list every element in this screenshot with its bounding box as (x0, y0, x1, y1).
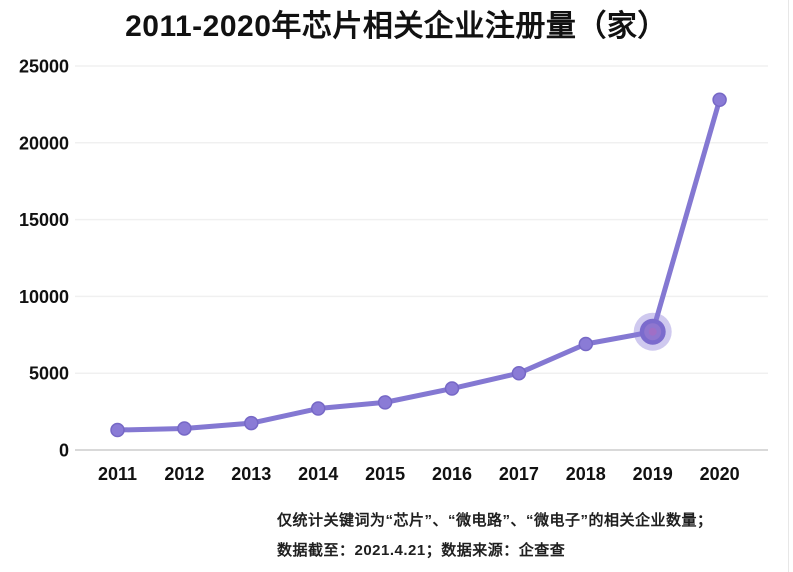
x-tick-label: 2016 (432, 464, 472, 484)
x-tick-label: 2018 (566, 464, 606, 484)
footnote-line-2: 数据截至：2021.4.21；数据来源：企查查 (277, 542, 566, 559)
data-point-2018[interactable] (578, 336, 594, 352)
data-point-2012[interactable] (177, 421, 192, 436)
chart-title: 2011-2020年芯片相关企业注册量（家） (125, 10, 668, 43)
x-tick-label: 2019 (633, 464, 673, 484)
data-point-2020[interactable] (712, 92, 727, 108)
y-tick-label: 20000 (19, 133, 69, 153)
data-point-2015[interactable] (377, 395, 393, 410)
data-point-2011[interactable] (110, 422, 125, 438)
x-tick-label: 2014 (298, 464, 338, 484)
x-tick-label: 2013 (231, 464, 271, 484)
highlight-center (648, 327, 657, 336)
footnote-line-1: 仅统计关键词为“芯片”、“微电路”、“微电子”的相关企业数量； (277, 512, 713, 529)
y-tick-label: 5000 (29, 364, 69, 384)
x-tick-label: 2017 (499, 464, 539, 484)
x-tick-label: 2012 (164, 464, 204, 484)
x-tick-label: 2015 (365, 464, 405, 484)
data-point-2014[interactable] (310, 401, 326, 416)
data-point-2013[interactable] (244, 415, 259, 431)
y-tick-label: 25000 (19, 57, 69, 77)
line-chart[interactable]: 0 5000 10000 15000 20000 25000 2011 2012 2013 201… (0, 0, 793, 500)
series-line (115, 97, 723, 433)
chart-footnote: 仅统计关键词为“芯片”、“微电路”、“微电子”的相关企业数量； 数据截至：202… (277, 506, 713, 566)
data-point-2016[interactable] (444, 381, 460, 396)
x-tick-label: 2020 (700, 464, 740, 484)
page-right-divider (788, 0, 789, 572)
y-tick-label: 0 (59, 441, 69, 461)
y-tick-label: 10000 (19, 287, 69, 307)
data-point-2017[interactable] (511, 365, 527, 381)
y-tick-label: 15000 (19, 210, 69, 230)
x-tick-label: 2011 (98, 464, 137, 484)
